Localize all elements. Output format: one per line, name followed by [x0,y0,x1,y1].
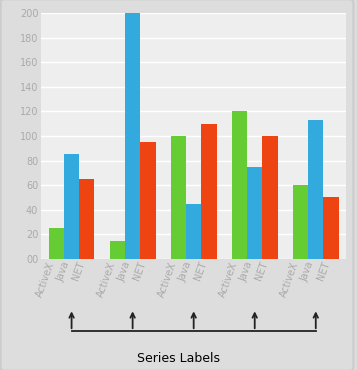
Bar [247,167,262,259]
Bar [308,120,323,259]
Bar [232,111,247,259]
Bar [293,185,308,259]
Bar [49,228,64,259]
Bar [201,124,217,259]
Bar [186,204,201,259]
Bar [79,179,95,259]
Bar [64,154,79,259]
Bar [140,142,156,259]
Bar [323,198,339,259]
Bar [171,136,186,259]
Bar [262,136,278,259]
Bar [110,240,125,259]
Text: Series Labels: Series Labels [137,352,220,365]
Bar [125,13,140,259]
